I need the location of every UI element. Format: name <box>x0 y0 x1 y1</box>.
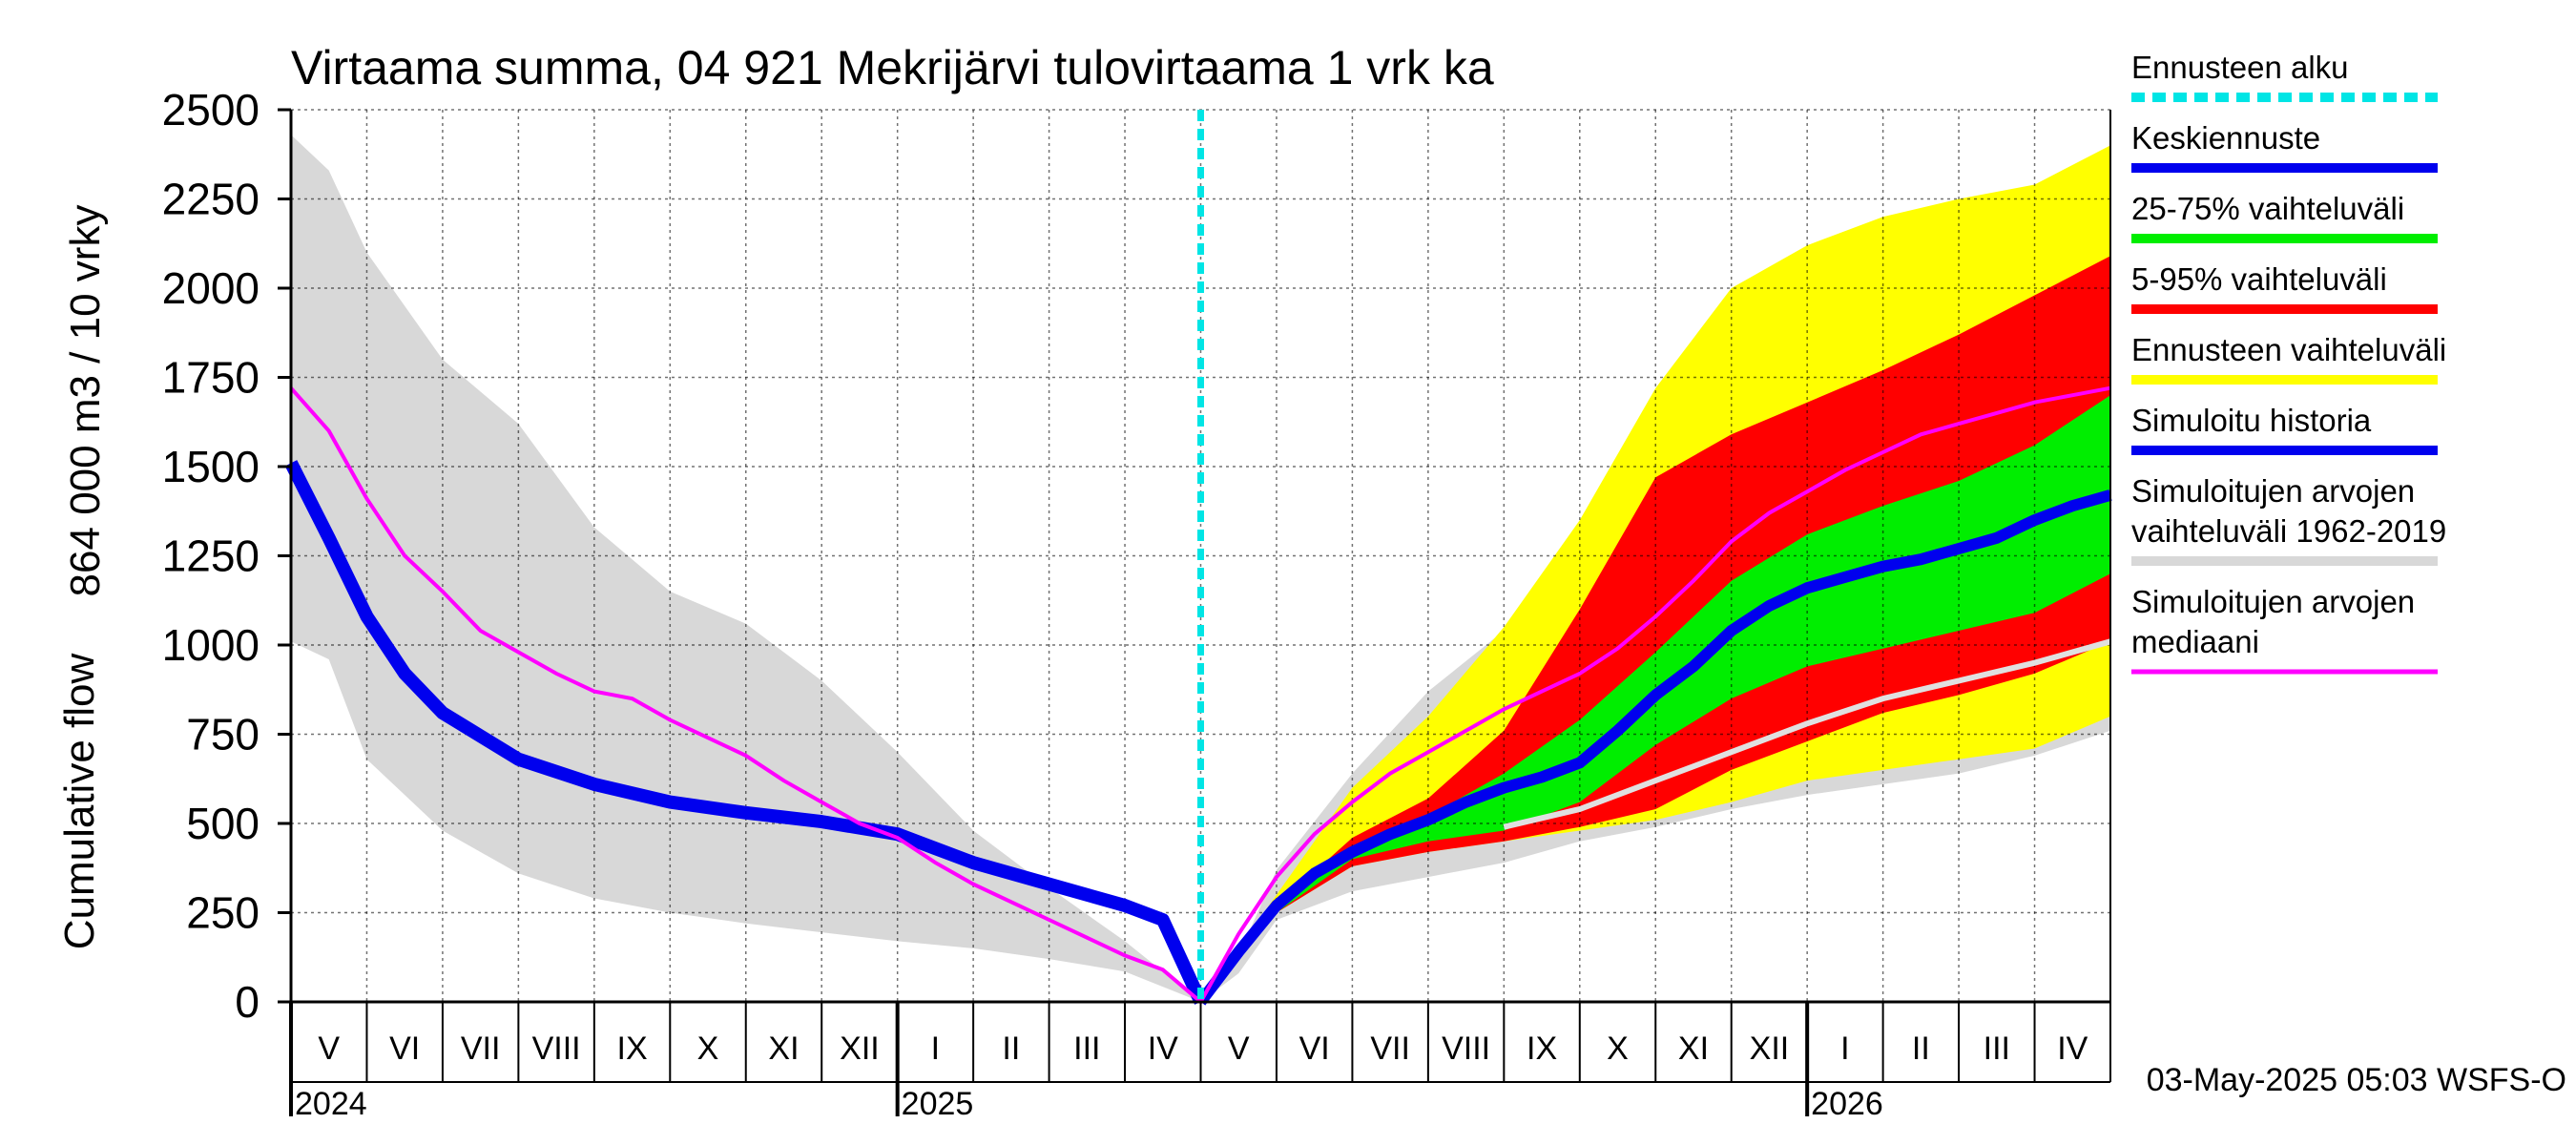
month-label: XII <box>1750 1030 1790 1067</box>
month-label: VIII <box>1442 1030 1490 1067</box>
legend-label: Simuloitujen arvojen <box>2131 584 2415 619</box>
legend-label: Keskiennuste <box>2131 120 2320 156</box>
month-label: VI <box>1299 1030 1330 1067</box>
legend-item: 5-95% vaihteluväli <box>2131 261 2438 314</box>
axes: 0 250 500 750 1000 1250 1500 1750 2000 2250 2500 V V… <box>162 85 2111 1122</box>
y-axis-label-units: 864 000 m3 / 10 vrky <box>62 205 109 597</box>
year-label: 2024 <box>295 1086 367 1122</box>
y-tick-label: 2000 <box>162 263 260 313</box>
legend: Ennusteen alku Keskiennuste 25-75% vaihtel… <box>2131 50 2446 675</box>
legend-label: Simuloitu historia <box>2131 403 2372 438</box>
y-axis-label: Cumulative flow <box>56 654 103 950</box>
y-tick-label: 250 <box>186 888 260 938</box>
y-tick-label: 1750 <box>162 353 260 403</box>
month-label: X <box>1607 1030 1629 1067</box>
legend-label: 5-95% vaihteluväli <box>2131 261 2387 297</box>
month-label: V <box>1228 1030 1250 1067</box>
legend-label: Simuloitujen arvojen <box>2131 473 2415 509</box>
y-tick-label: 2250 <box>162 175 260 224</box>
simulated-history-line <box>284 460 1207 1005</box>
y-tick-label: 2500 <box>162 85 260 135</box>
legend-label: mediaani <box>2131 624 2259 659</box>
month-label: V <box>318 1030 340 1067</box>
month-label: IX <box>1527 1030 1557 1067</box>
mean-forecast-line <box>1195 489 2112 1006</box>
month-label: XII <box>840 1030 880 1067</box>
month-label: X <box>697 1030 719 1067</box>
legend-item: Ennusteen vaihteluväli <box>2131 332 2446 385</box>
series-lines <box>284 110 2112 1006</box>
month-label: VIII <box>532 1030 581 1067</box>
month-label: IV <box>1148 1030 1178 1067</box>
month-label: I <box>931 1030 940 1067</box>
legend-item: 25-75% vaihteluväli <box>2131 191 2438 243</box>
legend-label: vaihteluväli 1962-2019 <box>2131 513 2446 549</box>
y-tick-label: 500 <box>186 799 260 848</box>
legend-item: Simuloitu historia <box>2131 403 2438 455</box>
y-tick-label: 750 <box>186 710 260 760</box>
legend-item: Ennusteen alku <box>2131 50 2438 102</box>
legend-label: 25-75% vaihteluväli <box>2131 191 2404 226</box>
month-label: IX <box>617 1030 648 1067</box>
legend-label: Ennusteen vaihteluväli <box>2131 332 2446 367</box>
legend-label: Ennusteen alku <box>2131 50 2349 85</box>
y-tick-label: 0 <box>235 977 260 1027</box>
month-label: VII <box>1370 1030 1410 1067</box>
legend-item: Simuloitujen arvojen vaihteluväli 1962-20… <box>2131 473 2446 566</box>
year-label: 2025 <box>902 1086 974 1122</box>
y-tick-label: 1000 <box>162 620 260 670</box>
timestamp-footer: 03-May-2025 05:03 WSFS-O <box>2147 1062 2566 1098</box>
y-tick-label: 1250 <box>162 531 260 581</box>
month-label: III <box>1984 1030 2010 1067</box>
month-label: XI <box>1678 1030 1709 1067</box>
year-label: 2026 <box>1811 1086 1883 1122</box>
month-label: II <box>1002 1030 1020 1067</box>
month-label: IV <box>2057 1030 2088 1067</box>
month-label: VII <box>461 1030 501 1067</box>
chart-title: Virtaama summa, 04 921 Mekrijärvi tulovi… <box>291 41 1494 94</box>
month-label: VI <box>389 1030 420 1067</box>
month-label: I <box>1840 1030 1849 1067</box>
month-label: III <box>1073 1030 1100 1067</box>
legend-item: Keskiennuste <box>2131 120 2438 173</box>
y-tick-label: 1500 <box>162 442 260 491</box>
month-label: II <box>1912 1030 1930 1067</box>
median-forecast-line <box>1503 638 2111 830</box>
legend-item: Simuloitujen arvojen mediaani <box>2131 584 2438 675</box>
month-label: XI <box>768 1030 799 1067</box>
